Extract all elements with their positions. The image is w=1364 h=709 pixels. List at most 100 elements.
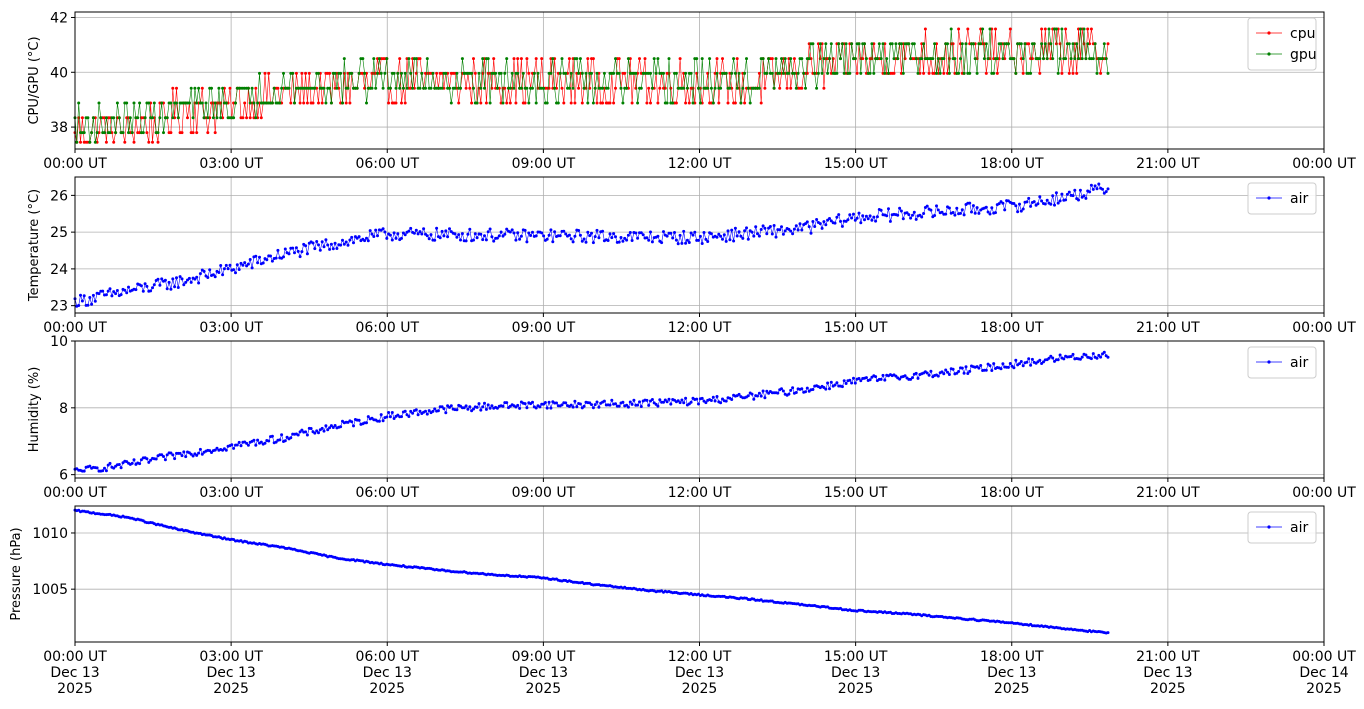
data-point bbox=[691, 101, 695, 105]
data-point bbox=[899, 42, 903, 46]
data-point bbox=[781, 71, 785, 75]
data-point bbox=[1104, 190, 1108, 194]
data-point bbox=[1051, 57, 1055, 61]
data-point bbox=[763, 396, 767, 400]
data-point bbox=[112, 140, 116, 144]
data-point bbox=[145, 131, 149, 135]
data-point bbox=[322, 86, 326, 90]
data-point bbox=[235, 263, 239, 267]
data-point bbox=[922, 42, 926, 46]
data-point bbox=[868, 71, 872, 75]
data-point bbox=[649, 101, 652, 105]
data-point bbox=[975, 71, 979, 75]
data-point bbox=[460, 232, 464, 236]
y-tick-label: 24 bbox=[50, 262, 68, 278]
data-point bbox=[213, 275, 217, 279]
data-point bbox=[638, 57, 641, 61]
data-point bbox=[704, 237, 708, 241]
data-point bbox=[759, 228, 763, 231]
data-point bbox=[282, 71, 285, 75]
data-point bbox=[555, 401, 558, 405]
data-point bbox=[984, 368, 988, 372]
data-point bbox=[1027, 196, 1031, 200]
data-point bbox=[1021, 207, 1025, 211]
data-point bbox=[695, 397, 699, 401]
data-point bbox=[95, 466, 99, 470]
data-point bbox=[103, 466, 106, 470]
data-point bbox=[151, 140, 154, 144]
data-point bbox=[713, 399, 717, 403]
data-point bbox=[112, 290, 116, 294]
data-point bbox=[955, 206, 959, 210]
data-point bbox=[540, 57, 544, 61]
data-point bbox=[960, 366, 964, 370]
data-point bbox=[687, 241, 691, 244]
data-point bbox=[680, 398, 684, 402]
data-point bbox=[1023, 42, 1027, 46]
data-point bbox=[514, 101, 518, 105]
data-point bbox=[564, 71, 568, 75]
data-point bbox=[79, 293, 82, 297]
data-point bbox=[1045, 57, 1049, 61]
data-point bbox=[911, 213, 914, 217]
data-point bbox=[198, 447, 202, 451]
data-point bbox=[562, 229, 566, 233]
data-point bbox=[459, 86, 462, 90]
data-point bbox=[324, 238, 328, 242]
data-point bbox=[300, 71, 304, 75]
data-point bbox=[147, 101, 151, 105]
data-point bbox=[403, 71, 407, 75]
data-point bbox=[1067, 42, 1071, 46]
data-point bbox=[80, 299, 84, 303]
data-point bbox=[289, 101, 293, 105]
data-point bbox=[582, 86, 586, 90]
data-point bbox=[765, 232, 769, 236]
data-point bbox=[770, 232, 774, 236]
data-point bbox=[580, 239, 584, 243]
data-point bbox=[424, 409, 427, 413]
data-point bbox=[733, 101, 737, 105]
data-point bbox=[119, 466, 123, 470]
data-point bbox=[632, 398, 636, 402]
data-point bbox=[907, 213, 911, 217]
data-point bbox=[1058, 199, 1062, 203]
data-point bbox=[518, 237, 522, 241]
data-point bbox=[112, 116, 116, 120]
data-point bbox=[335, 86, 339, 90]
data-point bbox=[875, 215, 879, 219]
data-point bbox=[381, 86, 385, 90]
data-point bbox=[706, 86, 710, 90]
data-point bbox=[184, 455, 188, 459]
data-point bbox=[903, 374, 907, 378]
data-point bbox=[796, 228, 800, 232]
data-point bbox=[226, 267, 230, 271]
data-point bbox=[1014, 358, 1018, 362]
data-point bbox=[82, 294, 86, 298]
data-point bbox=[293, 251, 296, 255]
data-point bbox=[844, 42, 848, 46]
data-point bbox=[191, 454, 195, 458]
data-point bbox=[626, 405, 630, 409]
data-point bbox=[828, 217, 831, 220]
data-point bbox=[1067, 190, 1071, 194]
x-tick-label: 09:00 UT bbox=[512, 485, 576, 501]
data-point bbox=[1006, 42, 1010, 46]
data-point bbox=[584, 240, 588, 244]
data-point bbox=[567, 86, 571, 90]
data-point bbox=[326, 243, 330, 247]
data-point bbox=[763, 226, 767, 230]
data-point bbox=[372, 235, 376, 238]
y-tick-label: 25 bbox=[50, 225, 68, 241]
data-point bbox=[828, 57, 831, 61]
data-point bbox=[1029, 71, 1033, 75]
data-point bbox=[682, 86, 686, 90]
data-point bbox=[527, 71, 531, 75]
data-point bbox=[374, 228, 378, 232]
data-point bbox=[689, 71, 693, 75]
data-point bbox=[123, 288, 127, 292]
data-point bbox=[328, 71, 332, 75]
data-point bbox=[1082, 194, 1086, 198]
data-point bbox=[1021, 57, 1025, 61]
data-point bbox=[427, 237, 431, 241]
legend-label: air bbox=[1290, 191, 1308, 207]
